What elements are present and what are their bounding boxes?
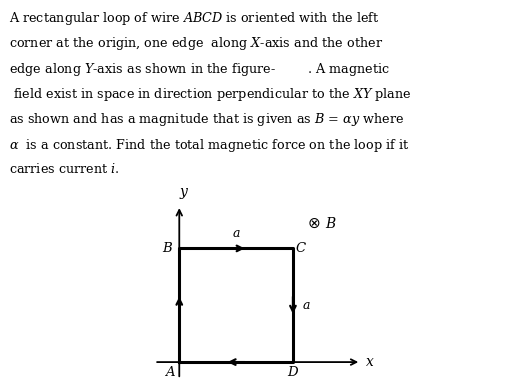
Text: edge along $\mathit{Y}$-axis as shown in the figure-        . A magnetic: edge along $\mathit{Y}$-axis as shown in… [9, 61, 390, 77]
Text: $\mathit{B}$: $\mathit{B}$ [162, 241, 174, 255]
Text: A rectangular loop of wire $\mathit{ABCD}$ is oriented with the left: A rectangular loop of wire $\mathit{ABCD… [9, 10, 380, 27]
Text: field exist in space in direction perpendicular to the $\mathit{XY}$ plane: field exist in space in direction perpen… [9, 86, 412, 103]
Text: corner at the origin, one edge  along $\mathit{X}$-axis and the other: corner at the origin, one edge along $\m… [9, 35, 383, 52]
Text: $\mathit{D}$: $\mathit{D}$ [287, 365, 299, 379]
Text: $\mathit{x}$: $\mathit{x}$ [365, 355, 374, 369]
Text: $\mathit{a}$: $\mathit{a}$ [232, 228, 241, 240]
Text: $\mathit{C}$: $\mathit{C}$ [295, 241, 307, 255]
Text: $\alpha$  is a constant. Find the total magnetic force on the loop if it: $\alpha$ is a constant. Find the total m… [9, 137, 410, 154]
Text: $\otimes$: $\otimes$ [307, 216, 320, 231]
Text: $\mathit{a}$: $\mathit{a}$ [302, 299, 311, 312]
Text: $\mathit{B}$: $\mathit{B}$ [325, 216, 336, 231]
Text: as shown and has a magnitude that is given as $\mathit{B}$ = $\alpha\mathit{y}$ : as shown and has a magnitude that is giv… [9, 111, 404, 128]
Text: $\mathit{A}$: $\mathit{A}$ [164, 365, 176, 379]
Text: $\mathit{y}$: $\mathit{y}$ [179, 186, 189, 201]
Text: carries current $\mathit{i}$.: carries current $\mathit{i}$. [9, 162, 120, 176]
